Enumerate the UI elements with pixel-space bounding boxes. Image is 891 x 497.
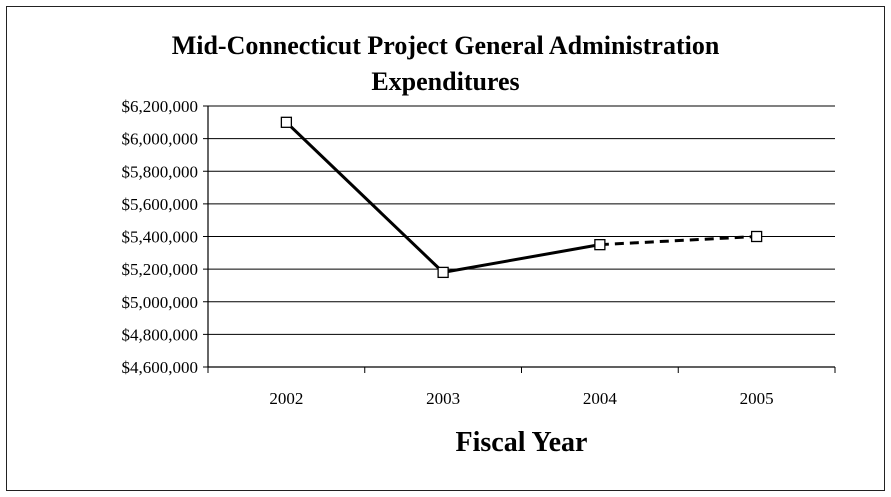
chart-title: Mid-Connecticut Project General Administ… xyxy=(0,28,891,100)
data-point-marker xyxy=(280,116,293,128)
y-tick-label: $5,400,000 xyxy=(122,228,199,247)
series-segment xyxy=(599,235,757,247)
x-axis-title: Fiscal Year xyxy=(455,427,588,458)
y-tick-labels: $6,200,000 $6,000,000 $5,800,000 $5,600,000… xyxy=(122,97,199,377)
chart-frame xyxy=(6,6,885,491)
chart-title-line-2: Expenditures xyxy=(371,67,520,96)
y-tick-label: $5,200,000 xyxy=(122,260,199,279)
chart-title-line-1: Mid-Connecticut Project General Administ… xyxy=(171,31,720,60)
data-point-marker xyxy=(437,266,449,279)
x-tick-label: 2005 xyxy=(740,389,774,408)
y-tick-label: $4,600,000 xyxy=(122,358,199,377)
data-point-marker xyxy=(750,230,763,243)
series-line xyxy=(285,121,757,274)
y-tick-label: $5,000,000 xyxy=(122,293,199,312)
axes xyxy=(203,105,836,373)
x-tick-labels: 2002 2003 2004 2005 xyxy=(269,389,773,408)
x-tick-label: 2003 xyxy=(426,389,460,408)
series-segment xyxy=(285,121,445,274)
y-tick-label: $6,000,000 xyxy=(122,130,199,149)
y-tick-label: $5,600,000 xyxy=(122,195,199,214)
x-tick-label: 2004 xyxy=(583,389,618,408)
gridlines xyxy=(208,105,835,335)
data-point-marker xyxy=(594,239,606,251)
y-tick-label: $4,800,000 xyxy=(122,325,199,344)
y-tick-label: $6,200,000 xyxy=(122,97,199,116)
data-markers xyxy=(280,116,763,279)
series-segment xyxy=(442,243,601,274)
x-tick-label: 2002 xyxy=(269,389,303,408)
y-tick-label: $5,800,000 xyxy=(122,162,199,181)
